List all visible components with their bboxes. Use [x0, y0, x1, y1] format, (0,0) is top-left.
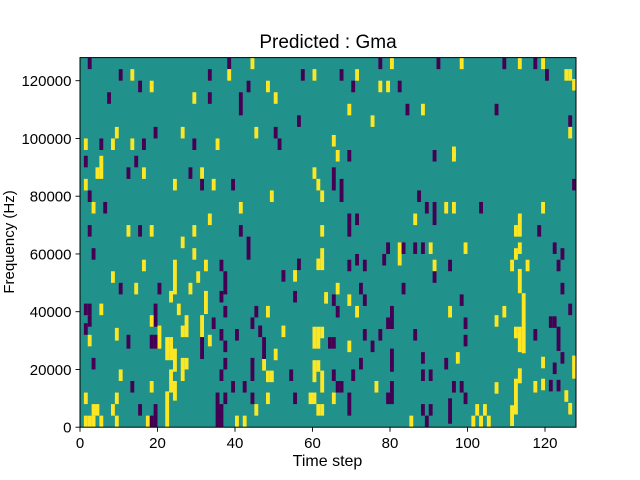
svg-text:120: 120 — [532, 435, 557, 452]
svg-text:20000: 20000 — [30, 362, 72, 379]
svg-text:40000: 40000 — [30, 304, 72, 321]
svg-text:20: 20 — [149, 435, 166, 452]
svg-text:120000: 120000 — [21, 73, 71, 90]
svg-text:0: 0 — [63, 420, 71, 437]
svg-text:60: 60 — [304, 435, 321, 452]
svg-text:80: 80 — [382, 435, 399, 452]
svg-text:Time step: Time step — [293, 453, 363, 470]
svg-text:Frequency (Hz): Frequency (Hz) — [1, 190, 18, 293]
svg-text:60000: 60000 — [30, 246, 72, 263]
svg-text:100: 100 — [455, 435, 480, 452]
svg-text:0: 0 — [76, 435, 84, 452]
svg-text:80000: 80000 — [30, 189, 72, 206]
svg-text:Predicted : Gma: Predicted : Gma — [259, 32, 397, 53]
svg-text:40: 40 — [227, 435, 244, 452]
svg-text:100000: 100000 — [21, 131, 71, 148]
